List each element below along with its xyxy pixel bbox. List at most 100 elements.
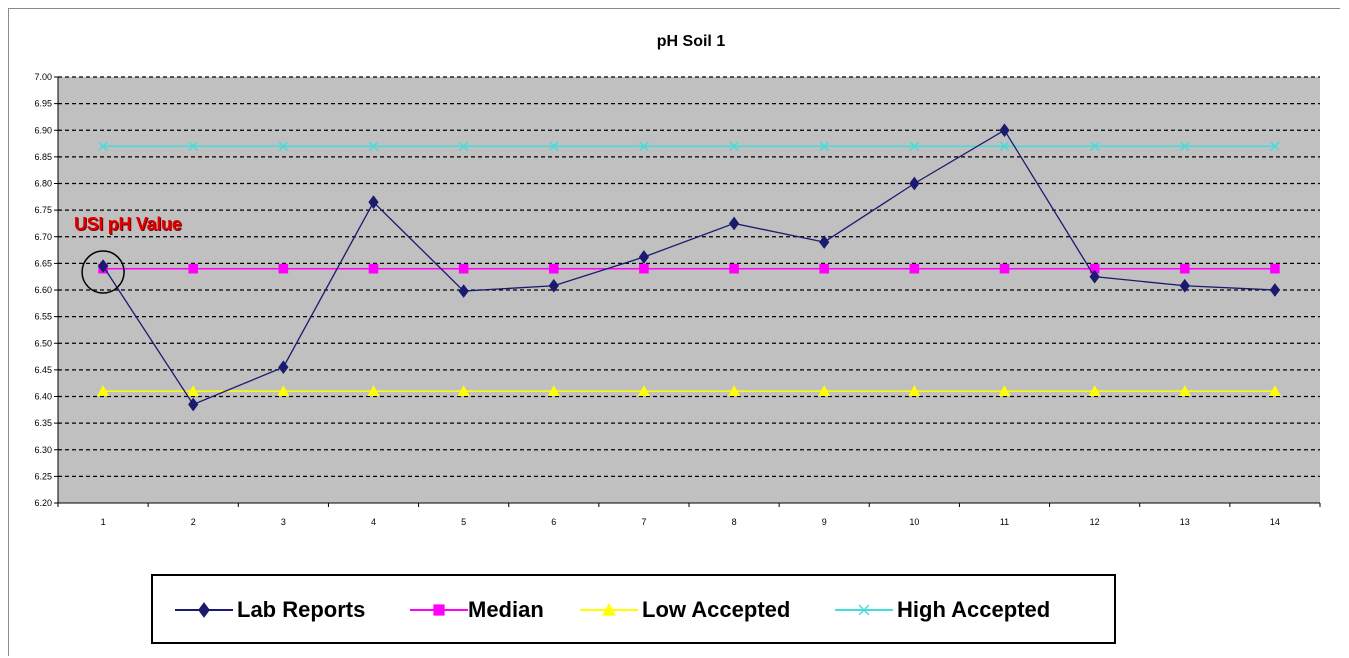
x-tick-label: 11	[1000, 517, 1009, 527]
data-point-low-accepted	[457, 385, 470, 396]
data-point-low-accepted	[187, 385, 200, 396]
legend-marker-shape	[198, 602, 210, 618]
y-tick-label: 6.20	[34, 498, 52, 508]
legend-label: Lab Reports	[237, 597, 366, 622]
data-point-lab-reports	[728, 216, 740, 231]
data-point-high-accepted	[1180, 141, 1190, 151]
y-tick-label: 6.90	[34, 125, 52, 135]
data-point-median	[909, 263, 920, 274]
x-stroke	[858, 604, 870, 616]
data-point-high-accepted	[278, 141, 289, 151]
data-point-median	[368, 263, 379, 274]
series-median	[98, 263, 1280, 274]
data-point-high-accepted	[999, 141, 1010, 151]
chart-title: pH Soil 1	[656, 33, 726, 50]
legend-label: Median	[468, 597, 544, 622]
y-tick-label: 6.60	[34, 285, 52, 295]
x-stroke	[188, 141, 198, 151]
x-stroke	[278, 141, 289, 151]
data-point-low-accepted	[1088, 385, 1101, 396]
x-tick-label: 5	[461, 517, 466, 527]
x-tick-label: 3	[281, 517, 286, 527]
data-point-lab-reports	[1089, 269, 1100, 284]
x-stroke	[909, 141, 920, 151]
data-point-lab-reports	[278, 360, 289, 375]
x-tick-label: 8	[732, 517, 737, 527]
data-point-lab-reports	[458, 284, 469, 298]
data-point-median	[819, 263, 830, 274]
y-tick-label: 6.80	[34, 179, 52, 189]
legend-marker-shape	[858, 604, 870, 616]
data-point-median	[999, 263, 1010, 274]
data-point-high-accepted	[458, 141, 469, 151]
legend-marker-square	[410, 604, 468, 616]
data-point-low-accepted	[547, 385, 560, 396]
data-point-lab-reports	[188, 397, 199, 412]
data-point-lab-reports	[548, 278, 559, 293]
x-tick-label: 9	[822, 517, 827, 527]
data-point-lab-reports	[999, 123, 1010, 138]
y-tick-label: 6.40	[34, 392, 52, 402]
y-tick-label: 7.00	[34, 72, 52, 82]
x-tick-label: 6	[551, 517, 556, 527]
x-stroke	[999, 141, 1010, 151]
data-point-high-accepted	[549, 141, 559, 151]
data-point-median	[1179, 263, 1190, 274]
y-tick-label: 6.75	[34, 205, 52, 215]
series-layer	[97, 123, 1281, 412]
x-stroke	[639, 141, 649, 151]
axes: 6.20 6.25 6.30 6.35 6.40 6.45 6.50 6.55 6.60 6.65…	[34, 72, 1321, 527]
y-tick-label: 6.55	[34, 312, 52, 322]
x-tick-label: 14	[1270, 517, 1280, 527]
data-point-low-accepted	[97, 385, 110, 396]
x-tick-label: 13	[1180, 517, 1190, 527]
legend-marker-diamond	[175, 602, 233, 618]
x-stroke	[1270, 141, 1280, 151]
x-tick-label: 4	[371, 517, 376, 527]
legend-marker-shape	[602, 603, 616, 616]
data-point-high-accepted	[1089, 141, 1100, 151]
y-tick-label: 6.50	[34, 338, 52, 348]
series-line-lab-reports	[102, 129, 1275, 406]
data-point-median	[278, 263, 289, 274]
data-point-low-accepted	[728, 385, 741, 396]
series-high-accepted	[98, 141, 1280, 151]
y-tick-label: 6.30	[34, 445, 52, 455]
data-point-lab-reports	[1269, 283, 1281, 297]
annotation-circle	[81, 250, 125, 294]
data-point-low-accepted	[277, 385, 290, 396]
y-tick-label: 6.25	[34, 471, 52, 481]
data-point-high-accepted	[188, 141, 198, 151]
data-point-low-accepted	[818, 385, 831, 396]
data-point-high-accepted	[909, 141, 920, 151]
data-point-high-accepted	[819, 141, 829, 151]
legend-marker-shape	[433, 604, 445, 616]
y-tick-label: 6.35	[34, 418, 52, 428]
x-stroke	[98, 141, 108, 151]
data-point-median	[188, 263, 199, 274]
data-point-median	[548, 263, 559, 274]
x-tick-label: 1	[101, 517, 106, 527]
legend-label: Low Accepted	[642, 597, 791, 622]
data-point-median	[1089, 263, 1100, 274]
annotation-usi-ph-value: USI pH Value	[74, 214, 182, 234]
data-point-low-accepted	[637, 385, 650, 396]
data-point-low-accepted	[1268, 385, 1281, 396]
data-point-high-accepted	[1270, 141, 1280, 151]
legend-marker-x	[835, 604, 893, 616]
series-low-accepted	[97, 385, 1281, 396]
data-point-median	[1270, 263, 1280, 274]
x-tick-label: 7	[641, 517, 646, 527]
gridlines	[58, 76, 1320, 477]
data-point-low-accepted	[998, 385, 1011, 396]
data-point-low-accepted	[367, 385, 380, 396]
data-point-median	[639, 263, 649, 274]
x-stroke	[549, 141, 559, 151]
data-point-lab-reports	[638, 250, 650, 264]
x-stroke	[1180, 141, 1190, 151]
data-point-high-accepted	[639, 141, 649, 151]
y-tick-label: 6.65	[34, 258, 52, 268]
data-point-high-accepted	[368, 141, 379, 151]
data-point-lab-reports	[819, 235, 830, 249]
